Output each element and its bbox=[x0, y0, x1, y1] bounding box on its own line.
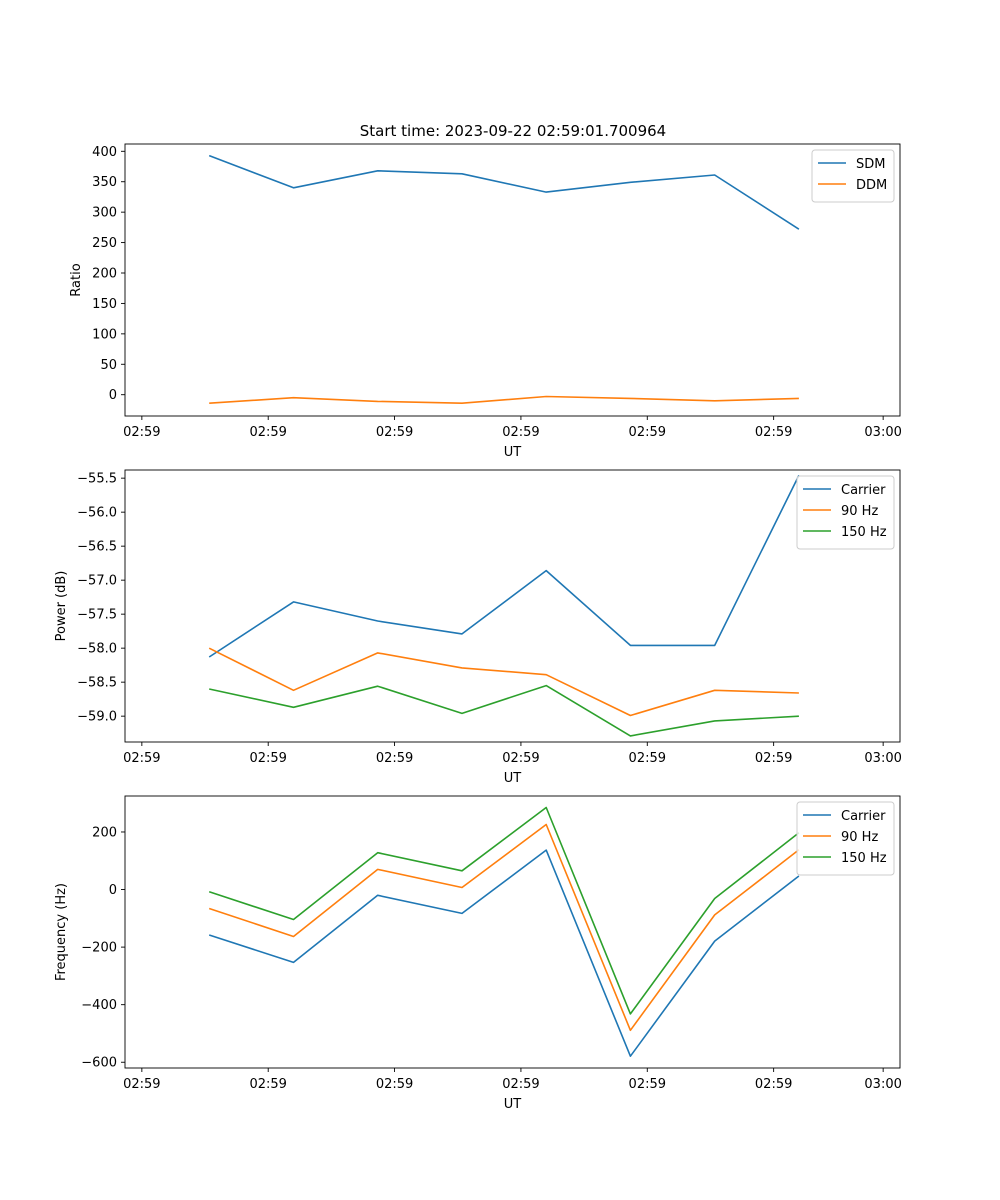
x-tick-label: 02:59 bbox=[502, 1077, 539, 1092]
legend-label: DDM bbox=[856, 178, 887, 193]
y-tick-label: −56.5 bbox=[77, 540, 117, 555]
y-tick-label: 150 bbox=[92, 297, 117, 312]
plots-container: 02:59 02:59 02:59 02:59 02:59 02:59 03:00 0 50 10… bbox=[54, 143, 902, 1112]
x-tick-label: 02:59 bbox=[123, 425, 160, 440]
series-line-ddm bbox=[209, 395, 799, 405]
x-tick-label: 02:59 bbox=[629, 425, 666, 440]
x-axis-label: UT bbox=[504, 1097, 522, 1112]
x-axis-label: UT bbox=[504, 445, 522, 460]
y-tick-label: 350 bbox=[92, 175, 117, 190]
subplot-3: 02:59 02:59 02:59 02:59 02:59 02:59 03:00 −600 −… bbox=[54, 795, 902, 1112]
legend-label: 90 Hz bbox=[841, 504, 878, 519]
series-line-150-hz bbox=[208, 806, 800, 1015]
x-tick-label: 03:00 bbox=[864, 751, 901, 766]
legend: Carrier 90 Hz 150 Hz bbox=[796, 801, 895, 876]
legend: Carrier 90 Hz 150 Hz bbox=[796, 475, 895, 550]
y-tick-label: 0 bbox=[109, 883, 117, 898]
x-tick-label: 03:00 bbox=[864, 425, 901, 440]
y-tick-label: −58.0 bbox=[77, 642, 117, 657]
subplot-1: 02:59 02:59 02:59 02:59 02:59 02:59 03:00 0 50 10… bbox=[69, 143, 902, 460]
legend-label: 150 Hz bbox=[841, 851, 887, 866]
series-line-sdm bbox=[208, 154, 800, 230]
y-tick-label: −55.5 bbox=[77, 472, 117, 487]
x-tick-label: 02:59 bbox=[123, 751, 160, 766]
subplot-2: 02:59 02:59 02:59 02:59 02:59 02:59 03:00 −59.0… bbox=[54, 469, 902, 786]
legend-label: Carrier bbox=[841, 483, 886, 498]
x-tick-label: 02:59 bbox=[123, 1077, 160, 1092]
y-tick-label: −58.5 bbox=[77, 676, 117, 691]
series-line-carrier bbox=[208, 475, 800, 658]
y-tick-label: 400 bbox=[92, 145, 117, 160]
y-tick-label: −400 bbox=[81, 998, 117, 1013]
legend-label: Carrier bbox=[841, 809, 886, 824]
y-tick-label: −600 bbox=[81, 1056, 117, 1071]
x-tick-label: 02:59 bbox=[629, 751, 666, 766]
plot-frame bbox=[124, 795, 901, 1069]
y-tick-label: −57.0 bbox=[77, 574, 117, 589]
series-line-150-hz bbox=[209, 684, 799, 737]
x-tick-label: 02:59 bbox=[376, 1077, 413, 1092]
y-tick-label: 50 bbox=[100, 358, 117, 373]
plot-frame bbox=[124, 143, 901, 417]
x-tick-label: 02:59 bbox=[249, 425, 286, 440]
legend: SDM DDM bbox=[811, 149, 895, 203]
x-tick-label: 02:59 bbox=[376, 751, 413, 766]
y-tick-label: −56.0 bbox=[77, 506, 117, 521]
y-tick-label: 200 bbox=[92, 267, 117, 282]
x-tick-label: 02:59 bbox=[755, 1077, 792, 1092]
x-tick-label: 02:59 bbox=[755, 425, 792, 440]
x-tick-label: 03:00 bbox=[864, 1077, 901, 1092]
y-axis-label: Ratio bbox=[69, 263, 84, 296]
y-tick-label: −59.0 bbox=[77, 710, 117, 725]
x-tick-label: 02:59 bbox=[502, 751, 539, 766]
x-tick-label: 02:59 bbox=[629, 1077, 666, 1092]
y-tick-label: 100 bbox=[92, 327, 117, 342]
legend-label: 90 Hz bbox=[841, 830, 878, 845]
x-axis-label: UT bbox=[504, 771, 522, 786]
x-tick-label: 02:59 bbox=[376, 425, 413, 440]
series-line-carrier bbox=[208, 849, 800, 1057]
y-tick-label: 200 bbox=[92, 825, 117, 840]
y-tick-label: −57.5 bbox=[77, 608, 117, 623]
series-line-90-hz bbox=[208, 647, 799, 717]
y-tick-label: 300 bbox=[92, 206, 117, 221]
legend-label: SDM bbox=[856, 157, 885, 172]
figure-title: Start time: 2023-09-22 02:59:01.700964 bbox=[360, 122, 666, 140]
x-tick-label: 02:59 bbox=[755, 751, 792, 766]
x-tick-label: 02:59 bbox=[249, 1077, 286, 1092]
y-tick-label: 250 bbox=[92, 236, 117, 251]
legend-label: 150 Hz bbox=[841, 525, 887, 540]
series-line-90-hz bbox=[208, 823, 800, 1032]
plot-frame bbox=[124, 469, 901, 743]
y-axis-label: Power (dB) bbox=[54, 571, 69, 642]
y-tick-label: −200 bbox=[81, 941, 117, 956]
x-tick-label: 02:59 bbox=[249, 751, 286, 766]
y-axis-label: Frequency (Hz) bbox=[54, 883, 69, 981]
x-tick-label: 02:59 bbox=[502, 425, 539, 440]
y-tick-label: 0 bbox=[109, 388, 117, 403]
